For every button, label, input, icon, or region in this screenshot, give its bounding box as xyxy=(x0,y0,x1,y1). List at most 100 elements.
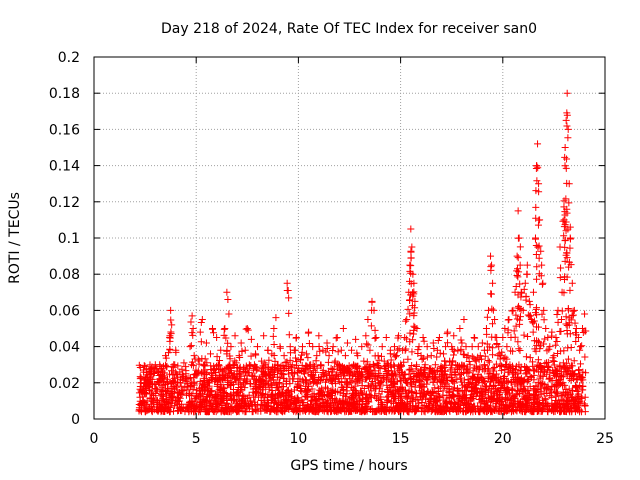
data-point xyxy=(136,393,144,401)
data-point-cluster xyxy=(247,352,255,360)
data-point xyxy=(317,361,325,369)
data-point-cluster xyxy=(156,378,164,386)
data-point xyxy=(337,346,345,354)
data-point-band xyxy=(143,365,151,373)
data-point-band xyxy=(497,398,505,406)
data-point-band xyxy=(308,385,316,393)
data-point-band xyxy=(512,406,520,414)
data-point-cluster xyxy=(270,340,278,348)
data-point-cluster xyxy=(483,346,491,354)
data-point-cluster xyxy=(522,353,530,361)
data-point xyxy=(372,334,380,342)
data-point-cluster xyxy=(166,345,174,353)
data-point-cluster xyxy=(520,331,528,339)
data-point xyxy=(254,343,262,351)
data-point-cluster xyxy=(384,363,392,371)
data-point-band xyxy=(309,379,317,387)
data-point xyxy=(495,343,503,351)
data-point-cluster xyxy=(292,354,300,362)
data-point-band xyxy=(510,393,518,401)
data-point-band xyxy=(418,408,426,416)
data-point-band xyxy=(395,407,403,415)
data-point-band xyxy=(257,407,265,415)
data-point-cluster xyxy=(397,369,405,377)
data-point-band xyxy=(148,388,156,396)
data-point xyxy=(231,332,239,340)
data-point-band xyxy=(327,387,335,395)
data-point-band xyxy=(174,393,182,401)
data-point-cluster xyxy=(552,373,560,381)
data-point-cluster xyxy=(492,360,500,368)
data-point-band xyxy=(400,400,408,408)
data-point-band xyxy=(276,397,284,405)
data-point-cluster xyxy=(402,377,410,385)
data-point-cluster xyxy=(363,358,371,366)
data-point-band xyxy=(522,395,530,403)
data-point-band xyxy=(237,372,245,380)
data-point-cluster xyxy=(213,378,221,386)
data-point-cluster xyxy=(526,301,534,309)
data-point-cluster xyxy=(526,354,534,362)
data-point-cluster xyxy=(418,355,426,363)
data-point xyxy=(315,332,323,340)
data-point-cluster xyxy=(437,377,445,385)
data-point-cluster xyxy=(294,378,302,386)
data-point-cluster xyxy=(491,374,499,382)
data-point-band xyxy=(569,401,577,409)
data-point-cluster xyxy=(444,339,452,347)
data-point-band xyxy=(276,390,284,398)
data-point-band xyxy=(556,403,564,411)
data-point-cluster xyxy=(259,376,267,384)
data-point xyxy=(462,343,470,351)
data-point xyxy=(190,352,198,360)
data-point-cluster xyxy=(489,351,497,359)
data-point-band xyxy=(507,378,515,386)
data-point-cluster xyxy=(541,335,549,343)
data-point-band xyxy=(142,406,150,414)
data-point xyxy=(243,325,251,332)
data-point-band xyxy=(356,400,364,408)
data-point-cluster xyxy=(406,329,414,337)
data-point-cluster xyxy=(216,357,224,365)
data-point-band xyxy=(407,382,415,390)
data-point-band xyxy=(487,388,495,396)
data-point xyxy=(464,352,472,360)
data-point-band xyxy=(212,392,220,400)
data-point-cluster xyxy=(562,195,570,203)
data-point xyxy=(194,355,202,363)
data-point-cluster xyxy=(283,358,291,366)
data-point-cluster xyxy=(457,345,465,353)
data-point xyxy=(270,325,278,332)
data-point-cluster xyxy=(556,274,564,282)
data-point-cluster xyxy=(197,338,205,346)
data-point xyxy=(223,288,231,296)
data-point-band xyxy=(177,382,185,390)
data-point-cluster xyxy=(557,327,565,335)
data-point-band xyxy=(155,401,163,409)
data-point-band xyxy=(479,394,487,402)
data-point-band xyxy=(198,398,206,406)
data-point-cluster xyxy=(459,350,467,358)
data-point-band xyxy=(308,397,316,405)
data-point-band xyxy=(202,396,210,404)
data-point-cluster xyxy=(361,364,369,372)
data-point-cluster xyxy=(196,377,204,385)
data-point-band xyxy=(330,406,338,414)
data-point-cluster xyxy=(488,344,496,352)
grid-lines xyxy=(94,57,605,419)
data-point-band xyxy=(200,383,208,391)
data-point xyxy=(466,361,474,369)
data-point-band xyxy=(336,397,344,405)
data-point xyxy=(288,361,296,369)
data-point-cluster xyxy=(563,111,571,119)
data-point-cluster xyxy=(534,164,542,172)
data-point-band xyxy=(342,398,350,406)
data-point-cluster xyxy=(489,320,497,328)
data-point-cluster xyxy=(282,377,290,385)
data-point-band xyxy=(408,362,416,370)
data-point-band xyxy=(476,399,484,407)
data-point-band xyxy=(268,386,276,394)
data-point-cluster xyxy=(369,360,377,368)
data-point-cluster xyxy=(514,373,522,381)
data-point-cluster xyxy=(478,355,486,363)
